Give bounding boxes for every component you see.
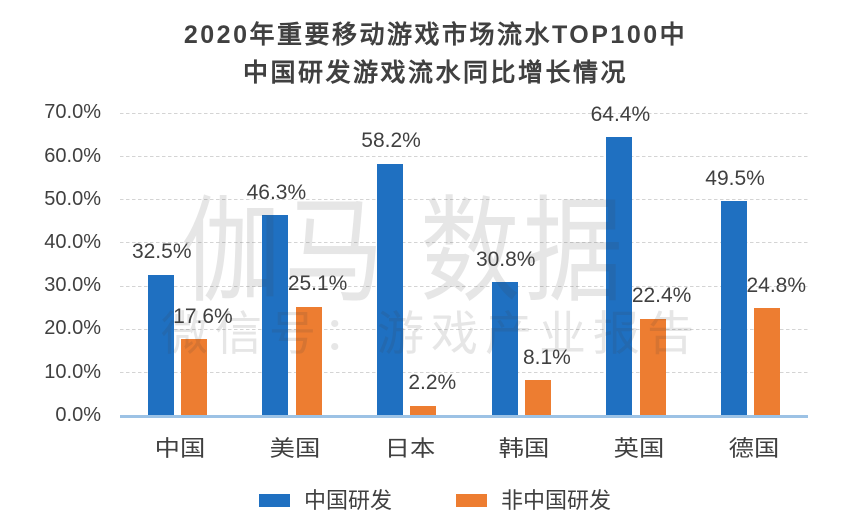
- y-tick-label-40: 40.0%: [44, 230, 101, 253]
- data-label-series2-韩国: 8.1%: [522, 345, 571, 369]
- data-label-series2-德国: 24.8%: [746, 273, 807, 297]
- y-tick-label-50: 50.0%: [44, 187, 101, 210]
- bar-series1-美国: [262, 215, 289, 416]
- data-label-series2-美国: 25.1%: [287, 272, 348, 296]
- category-label-日本: 日本: [384, 436, 435, 461]
- chart-title-line1: 2020年重要移动游戏市场流水TOP100中: [183, 20, 688, 49]
- chart-title: 2020年重要移动游戏市场流水TOP100中 中国研发游戏流水同比增长情况: [3, 16, 865, 92]
- legend-item-series2: 非中国研发: [456, 489, 611, 512]
- data-label-series1-美国: 46.3%: [246, 180, 307, 204]
- bar-series1-日本: [376, 163, 404, 416]
- bar-series1-中国: [147, 274, 174, 416]
- data-label-series1-韩国: 30.8%: [475, 247, 536, 271]
- data-label-series1-英国: 64.4%: [590, 102, 651, 126]
- category-label-英国: 英国: [613, 436, 665, 461]
- category-label-韩国: 韩国: [499, 436, 550, 461]
- legend-item-series1: 中国研发: [259, 489, 392, 512]
- x-axis-line: [120, 414, 808, 418]
- gridline-60: [120, 156, 808, 157]
- chart-legend: 中国研发 非中国研发: [259, 489, 865, 512]
- bar-series2-韩国: [524, 380, 552, 416]
- bar-series1-德国: [720, 201, 748, 416]
- category-label-美国: 美国: [269, 436, 321, 461]
- data-label-series1-德国: 49.5%: [705, 166, 765, 190]
- gridline-20: [120, 328, 808, 330]
- data-label-series2-英国: 22.4%: [631, 284, 692, 307]
- y-tick-label-10: 10.0%: [44, 360, 101, 383]
- gridline-50: [120, 199, 808, 201]
- legend-swatch-series2: [456, 494, 488, 507]
- data-label-series1-中国: 32.5%: [131, 240, 192, 264]
- bar-series2-中国: [180, 339, 208, 416]
- gridline-40: [120, 242, 808, 244]
- y-tick-label-60: 60.0%: [44, 144, 101, 167]
- gridline-70: [120, 112, 808, 114]
- bar-series2-日本: [410, 405, 437, 416]
- gridline-30: [120, 285, 808, 287]
- legend-swatch-series1: [259, 494, 290, 507]
- legend-label-series2: 非中国研发: [501, 488, 612, 513]
- y-tick-label-20: 20.0%: [44, 317, 101, 340]
- bar-series2-英国: [639, 318, 666, 416]
- bar-series1-英国: [606, 137, 633, 416]
- y-tick-label-70: 70.0%: [44, 101, 101, 124]
- data-label-series2-日本: 2.2%: [408, 371, 457, 395]
- plot-area: 32.5% 17.6% 46.3% 25.1% 58.2% 2.2% 30.8% 8.1% 64…: [120, 104, 808, 416]
- bar-series2-德国: [754, 308, 781, 416]
- y-tick-label-0: 0.0%: [55, 403, 101, 426]
- category-label-德国: 德国: [728, 436, 779, 461]
- category-label-中国: 中国: [155, 436, 206, 461]
- bar-series2-美国: [295, 306, 322, 416]
- legend-label-series1: 中国研发: [304, 488, 393, 513]
- data-label-series2-中国: 17.6%: [173, 304, 233, 328]
- y-tick-label-30: 30.0%: [44, 274, 101, 297]
- bar-series1-韩国: [491, 282, 518, 416]
- gridline-10: [120, 372, 808, 374]
- data-label-series1-日本: 58.2%: [361, 129, 421, 153]
- chart-title-line2: 中国研发游戏流水同比增长情况: [242, 58, 628, 87]
